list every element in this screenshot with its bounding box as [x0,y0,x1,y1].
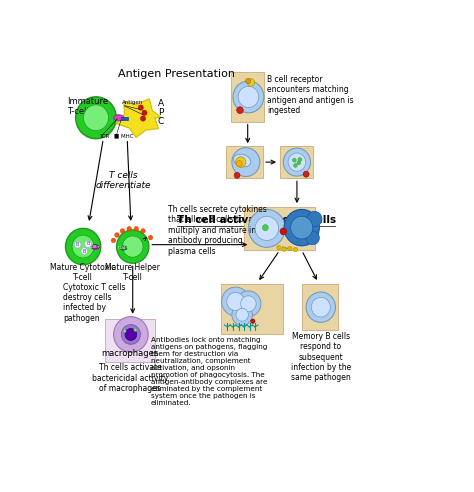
Circle shape [283,148,310,176]
Circle shape [83,105,109,131]
Circle shape [255,216,279,241]
Circle shape [117,230,149,263]
Circle shape [123,330,126,333]
Circle shape [293,164,297,167]
FancyBboxPatch shape [105,318,155,362]
Text: Mature Cytotoxic
T-cell: Mature Cytotoxic T-cell [50,263,116,282]
Circle shape [307,212,322,226]
Circle shape [120,229,125,233]
Text: ■ MHC: ■ MHC [114,134,133,139]
Circle shape [263,224,268,231]
Circle shape [288,246,292,251]
Circle shape [125,328,137,340]
Circle shape [298,157,301,161]
Circle shape [248,210,285,247]
Circle shape [247,79,255,86]
Text: Th cell activation of B cells: Th cell activation of B cells [177,215,336,225]
FancyBboxPatch shape [244,207,315,250]
Circle shape [251,319,255,323]
Circle shape [142,110,147,116]
FancyBboxPatch shape [231,72,264,122]
Circle shape [122,236,143,257]
Text: B cell receptor
encounters matching
antigen and antigen is
ingested: B cell receptor encounters matching anti… [267,75,354,115]
Circle shape [115,233,119,237]
Circle shape [280,228,287,235]
Text: Th cells activate
bactericidal activity
of macrophages: Th cells activate bactericidal activity … [92,363,168,393]
Text: Antigen Presentation: Antigen Presentation [118,68,235,79]
Text: Antibodies lock onto matching
antigens on pathogens, flagging
them for destructi: Antibodies lock onto matching antigens o… [151,338,268,406]
Circle shape [127,226,131,231]
Circle shape [65,228,101,265]
Circle shape [306,292,336,322]
FancyBboxPatch shape [221,284,283,334]
Circle shape [311,297,330,317]
Circle shape [293,247,298,252]
Circle shape [284,210,319,246]
Circle shape [222,287,249,316]
Circle shape [237,107,243,114]
Text: TCR: TCR [99,134,109,139]
Circle shape [111,238,116,243]
Ellipse shape [114,115,124,121]
Circle shape [238,86,259,108]
Circle shape [282,247,286,251]
Circle shape [277,246,281,250]
Circle shape [288,153,306,171]
Text: CD8+: CD8+ [89,245,101,249]
Text: Cytotoxic T cells
destroy cells
infected by
pathogen: Cytotoxic T cells destroy cells infected… [63,282,126,323]
Bar [121,117,128,120]
FancyBboxPatch shape [301,284,338,330]
Circle shape [74,241,81,248]
Text: Memory B cells
respond to
subsequent
infection by the
same pathogen: Memory B cells respond to subsequent inf… [291,332,351,382]
Circle shape [237,160,242,167]
Text: T cells
differentiate: T cells differentiate [96,171,151,190]
Circle shape [297,161,301,165]
Polygon shape [117,99,161,138]
Circle shape [291,216,313,239]
Text: Mature Helper
T-cell: Mature Helper T-cell [105,263,160,282]
Text: Th cells secrete cytokines
that allow B cells to
multiply and mature into
antibo: Th cells secrete cytokines that allow B … [168,205,266,255]
Ellipse shape [91,245,99,249]
Circle shape [236,308,248,321]
Text: macrophages: macrophages [101,348,159,358]
Circle shape [81,247,88,254]
Circle shape [236,291,261,317]
Circle shape [76,97,116,139]
Circle shape [134,328,137,332]
Text: CD4+: CD4+ [118,246,129,250]
Circle shape [236,157,246,167]
Text: Antigen: Antigen [122,100,144,105]
Circle shape [148,235,153,240]
Text: B: B [86,242,90,246]
Circle shape [72,235,94,258]
Circle shape [234,172,240,179]
Circle shape [134,226,138,231]
FancyBboxPatch shape [227,146,263,179]
Circle shape [306,231,319,245]
Text: B: B [82,248,86,253]
Circle shape [303,171,309,177]
FancyBboxPatch shape [280,146,313,179]
Circle shape [114,317,148,352]
Ellipse shape [120,246,127,250]
Circle shape [84,241,91,247]
Text: A
P
C: A P C [158,99,164,126]
Circle shape [138,105,143,110]
Ellipse shape [234,154,251,167]
Circle shape [140,116,146,121]
Circle shape [246,78,251,84]
Circle shape [141,229,145,233]
Circle shape [241,296,256,312]
Circle shape [232,148,260,177]
Text: Immature
T-cell: Immature T-cell [67,97,109,116]
Circle shape [233,81,264,113]
Circle shape [292,158,296,162]
Circle shape [232,304,253,325]
Circle shape [227,292,245,310]
Text: B: B [76,242,79,247]
Circle shape [121,325,140,344]
